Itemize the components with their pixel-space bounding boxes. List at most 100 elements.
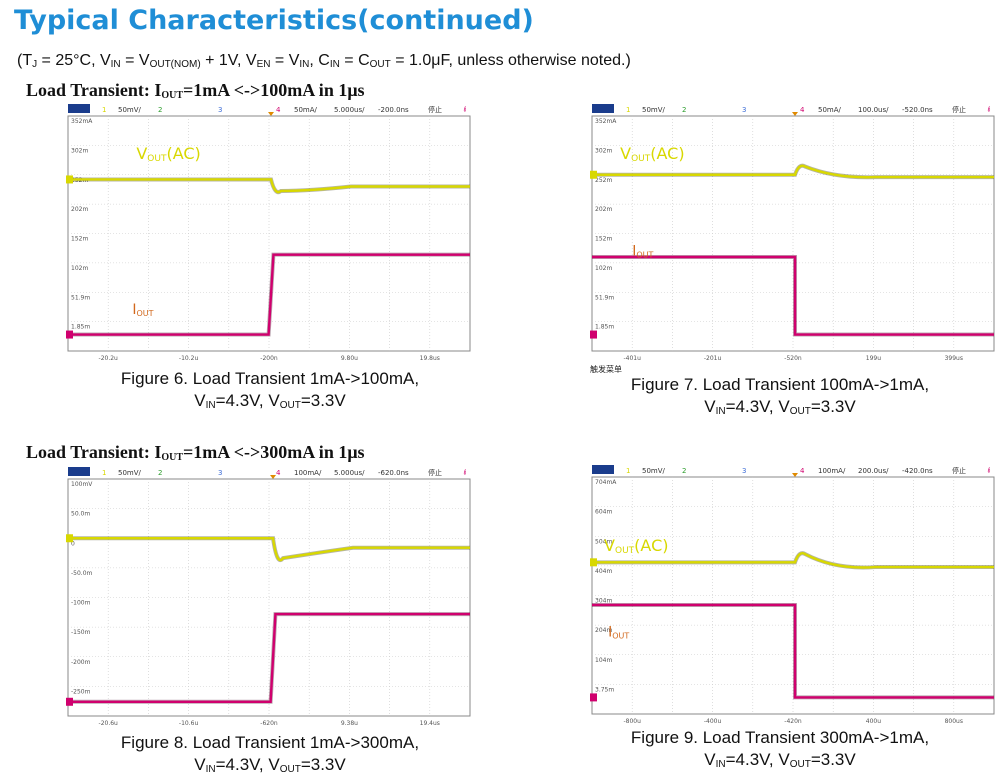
x-tick-label: 19.8us — [420, 355, 440, 362]
trigger-position-marker — [792, 473, 799, 477]
ch2-number: 2 — [682, 467, 686, 475]
y-tick-label: 302m — [71, 147, 88, 154]
y-tick-label: -100m — [71, 600, 91, 607]
ch2-number: 2 — [158, 469, 162, 477]
y-tick-label: 3.75m — [595, 686, 614, 693]
run-state: 停止 — [428, 105, 442, 114]
page-title: Typical Characteristics(continued) — [14, 5, 534, 36]
trigger-icon: ᵮ — [987, 467, 991, 475]
x-tick-label: 199u — [866, 355, 881, 362]
scope-logo — [592, 465, 614, 474]
ch1-scale: 50mV/ — [118, 106, 142, 114]
x-tick-label: 399us — [945, 355, 963, 362]
timebase: 5.000us/ — [334, 469, 365, 477]
x-tick-label: -400u — [704, 718, 722, 725]
y-tick-label: 252m — [595, 177, 612, 184]
trigger-position-marker — [268, 112, 275, 116]
y-tick-label: 102m — [595, 265, 612, 272]
x-tick-label: -420n — [784, 718, 802, 725]
ch1-scale: 50mV/ — [642, 106, 666, 114]
trigger-icon: ᵮ — [463, 106, 467, 114]
trigger-position-marker — [792, 112, 799, 116]
ch1-number: 1 — [626, 467, 630, 475]
ch1-number: 1 — [626, 106, 630, 114]
y-tick-label: 0 — [71, 540, 75, 547]
y-tick-label: 50.0m — [71, 511, 90, 518]
ch4-marker — [66, 330, 73, 339]
time-offset: -620.0ns — [378, 469, 409, 477]
iout-label: IOUT — [608, 624, 629, 640]
iout-trace — [68, 612, 470, 703]
ch3-number: 3 — [742, 467, 746, 475]
x-tick-label: 9.38u — [341, 720, 358, 727]
x-tick-label: 19.4us — [420, 720, 440, 727]
ch1-scale: 50mV/ — [642, 467, 666, 475]
vout-trace — [68, 537, 470, 562]
trigger-position-marker — [270, 475, 277, 479]
ch4-scale: 100mA/ — [818, 467, 846, 475]
y-tick-label: 1.85m — [595, 324, 614, 331]
ch3-number: 3 — [742, 106, 746, 114]
y-tick-label: 604m — [595, 509, 612, 516]
vout-trace — [68, 178, 470, 194]
run-state: 停止 — [952, 466, 966, 475]
x-tick-label: 800us — [945, 718, 963, 725]
y-tick-label: 51.9m — [71, 294, 90, 301]
vout-trace — [592, 164, 994, 179]
x-tick-label: -620n — [260, 720, 278, 727]
x-tick-label: -800u — [623, 718, 641, 725]
ch1-marker — [66, 175, 73, 184]
x-tick-label: -10.2u — [179, 355, 199, 362]
x-tick-label: 9.80u — [341, 355, 358, 362]
vout-label: VOUT(AC) — [604, 536, 668, 556]
y-tick-label: 100mV — [71, 481, 93, 488]
ch2-number: 2 — [158, 106, 162, 114]
ch1-marker — [66, 534, 73, 543]
scope-logo — [592, 104, 614, 113]
iout-label: IOUT — [132, 302, 153, 318]
scope-logo — [68, 104, 90, 113]
x-tick-label: -20.2u — [99, 355, 119, 362]
caption-figure-9: Figure 9. Load Transient 300mA->1mA, VIN… — [630, 728, 930, 770]
y-tick-label: 152m — [595, 236, 612, 243]
y-tick-label: -200m — [71, 659, 91, 666]
y-tick-label: 104m — [595, 657, 612, 664]
run-state: 停止 — [952, 105, 966, 114]
time-offset: -200.0ns — [378, 106, 409, 114]
y-tick-label: 1.85m — [71, 324, 90, 331]
ch1-number: 1 — [102, 106, 106, 114]
y-tick-label: -150m — [71, 629, 91, 636]
ch3-number: 3 — [218, 469, 222, 477]
test-conditions: (TJ = 25°C, VIN = VOUT(NOM) + 1V, VEN = … — [17, 52, 631, 70]
scope-logo — [68, 467, 90, 476]
ch4-number: 4 — [800, 106, 805, 114]
ch3-number: 3 — [218, 106, 222, 114]
y-tick-label: 352mA — [595, 118, 617, 125]
iout-trace — [68, 253, 470, 336]
time-offset: -420.0ns — [902, 467, 933, 475]
x-tick-label: -401u — [623, 355, 641, 362]
caption-figure-6: Figure 6. Load Transient 1mA->100mA, VIN… — [120, 369, 420, 411]
trigger-icon: ᵮ — [987, 106, 991, 114]
x-tick-label: -520n — [784, 355, 802, 362]
scope-figure-9: 1 50mV/2 3 4 100mA/200.0us/ -420.0ns 停止 ᵮ 704mA 6… — [590, 464, 996, 728]
ch4-scale: 50mA/ — [294, 106, 318, 114]
trigger-menu-note: 触发菜单 — [590, 365, 622, 374]
ch4-scale: 100mA/ — [294, 469, 322, 477]
x-tick-label: -20.6u — [99, 720, 119, 727]
ch4-marker — [590, 693, 597, 702]
ch4-scale: 50mA/ — [818, 106, 842, 114]
y-tick-label: 202m — [595, 206, 612, 213]
y-tick-label: 204m — [595, 627, 612, 634]
vout-label: VOUT(AC) — [620, 144, 684, 164]
time-offset: -520.0ns — [902, 106, 933, 114]
scope-figure-7: 1 50mV/2 3 4 50mA/100.0us/ -520.0ns 停止 ᵮ 352mA 30… — [590, 103, 996, 365]
scope-figure-8: 1 50mV/2 3 4 100mA/5.000us/ -620.0ns 停止 ᵮ 100mV 5… — [66, 466, 472, 730]
ch1-scale: 50mV/ — [118, 469, 142, 477]
vout-trace — [592, 552, 994, 569]
vout-label: VOUT(AC) — [136, 144, 200, 164]
ch1-marker — [590, 170, 597, 179]
timebase: 200.0us/ — [858, 467, 889, 475]
ch4-number: 4 — [276, 106, 281, 114]
y-tick-label: 102m — [71, 265, 88, 272]
